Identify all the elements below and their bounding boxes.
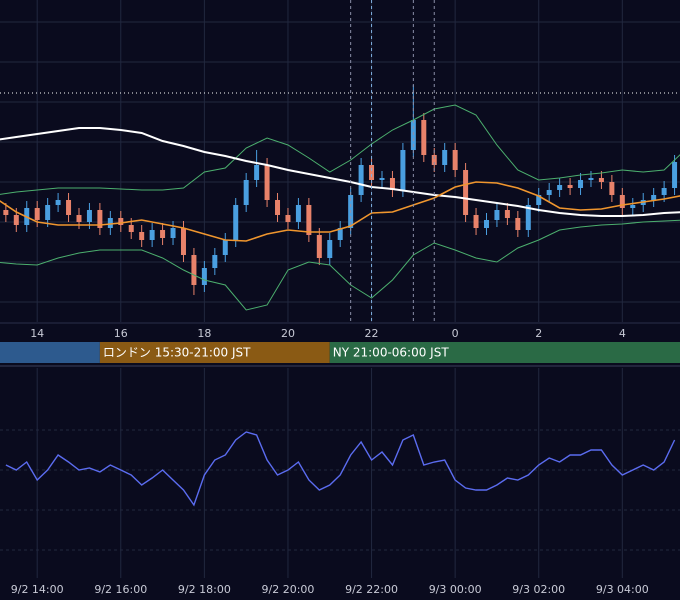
- indicator-line: [0, 104, 680, 195]
- candle-body: [452, 150, 458, 170]
- oscillator-panel: [0, 368, 680, 578]
- x-tick-label: 18: [197, 327, 211, 340]
- candle-body: [609, 182, 615, 195]
- candle-body: [630, 205, 636, 208]
- candle-body: [389, 178, 395, 190]
- candle-body: [431, 155, 437, 165]
- candle-body: [463, 170, 469, 215]
- candle-body: [588, 178, 594, 180]
- candle-body: [180, 228, 186, 255]
- candle-body: [546, 190, 552, 195]
- x-axis: 9/2 14:00 9/2 16:00 9/2 18:00 9/2 20:00 9/2 …: [11, 583, 649, 596]
- x-tick-label: 9/3 02:00: [512, 583, 565, 596]
- indicator-line: [0, 181, 680, 242]
- x-tick-label: 14: [30, 327, 44, 340]
- session-block: [99, 342, 330, 363]
- candle-body: [306, 205, 312, 235]
- x-tick-label: 9/3 04:00: [596, 583, 649, 596]
- x-tick-label: 4: [619, 327, 626, 340]
- x-tick-label: 22: [365, 327, 379, 340]
- candle-body: [97, 210, 103, 228]
- indicator-line: [0, 127, 680, 217]
- candle-body: [442, 150, 448, 165]
- candle-body: [55, 200, 61, 205]
- candle-body: [504, 210, 510, 218]
- x-tick-label: 9/2 20:00: [262, 583, 315, 596]
- candle-body: [139, 232, 145, 240]
- candle-body: [243, 180, 249, 205]
- indicator-line: [0, 219, 680, 311]
- candle-body: [275, 200, 281, 215]
- candle-body: [557, 185, 563, 190]
- session-label: ロンドン 15:30-21:00 JST: [103, 346, 251, 360]
- x-tick-label: 9/2 22:00: [345, 583, 398, 596]
- candle-body: [358, 165, 364, 195]
- x-tick-label: 20: [281, 327, 295, 340]
- candle-body: [222, 240, 228, 255]
- candle-body: [483, 220, 489, 228]
- candle-body: [651, 195, 657, 200]
- candle-body: [327, 240, 333, 258]
- candle-body: [379, 178, 385, 180]
- candle-body: [149, 230, 155, 240]
- candle-body: [191, 255, 197, 285]
- candle-body: [3, 210, 9, 215]
- session-block: [329, 342, 680, 363]
- candle-body: [316, 235, 322, 258]
- candle-body: [212, 255, 218, 268]
- candle-body: [76, 215, 82, 222]
- candle-body: [661, 188, 667, 195]
- candle-body: [672, 162, 678, 188]
- candle-body: [619, 195, 625, 208]
- candle-body: [128, 225, 134, 232]
- candle-body: [421, 120, 427, 155]
- x-tick-label: 9/2 18:00: [178, 583, 231, 596]
- session-label: NY 21:00-06:00 JST: [333, 346, 450, 360]
- x-tick-label: 0: [452, 327, 459, 340]
- x-tick-label: 9/2 14:00: [11, 583, 64, 596]
- candle-body: [170, 228, 176, 238]
- candle-body: [66, 200, 72, 215]
- candle-body: [598, 178, 604, 182]
- x-tick-label: 2: [535, 327, 542, 340]
- session-bar: ロンドン 15:30-21:00 JST NY 21:00-06:00 JST: [0, 342, 680, 363]
- session-block: [0, 342, 100, 363]
- candle-body: [369, 165, 375, 180]
- candle-body: [494, 210, 500, 220]
- candle-body: [13, 215, 19, 225]
- candle-body: [264, 165, 270, 200]
- candle-body: [578, 180, 584, 188]
- candle-body: [515, 218, 521, 230]
- candle-body: [473, 215, 479, 228]
- candle-body: [295, 205, 301, 222]
- candle-body: [536, 195, 542, 205]
- x-tick-label: 9/2 16:00: [94, 583, 147, 596]
- candle-body: [285, 215, 291, 222]
- price-panel: [0, 0, 680, 322]
- candle-body: [86, 210, 92, 222]
- candle-body: [400, 150, 406, 190]
- candle-body: [525, 205, 531, 230]
- candle-body: [34, 208, 40, 220]
- candle-body: [45, 205, 51, 220]
- x-axis: 14 16 18 20 22 0 2 4: [30, 327, 626, 340]
- candle-body: [254, 165, 260, 180]
- candle-body: [233, 205, 239, 240]
- x-tick-label: 16: [114, 327, 128, 340]
- x-tick-label: 9/3 00:00: [429, 583, 482, 596]
- candle-body: [337, 228, 343, 240]
- candle-body: [107, 218, 113, 228]
- candle-body: [118, 218, 124, 225]
- candle-body: [160, 230, 166, 238]
- oscillator-line: [5, 431, 676, 507]
- candle-body: [567, 185, 573, 188]
- candle-body: [201, 268, 207, 285]
